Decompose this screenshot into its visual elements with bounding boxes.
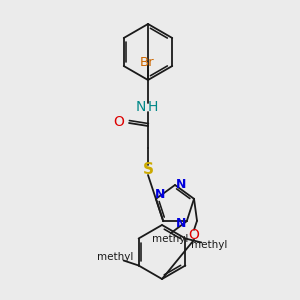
Text: methyl: methyl: [114, 257, 118, 259]
Text: N: N: [155, 188, 165, 201]
Text: methyl: methyl: [162, 237, 167, 238]
Text: methyl: methyl: [98, 253, 134, 262]
Text: Br: Br: [140, 56, 154, 68]
Text: methyl: methyl: [191, 239, 228, 250]
Text: S: S: [142, 163, 154, 178]
Text: H: H: [148, 100, 158, 114]
Text: O: O: [189, 228, 200, 242]
Text: N: N: [136, 100, 146, 114]
Text: O: O: [114, 115, 124, 129]
Text: N: N: [176, 178, 186, 191]
Text: methyl: methyl: [212, 243, 216, 244]
Text: N: N: [176, 217, 186, 230]
Text: methyl: methyl: [152, 234, 188, 244]
